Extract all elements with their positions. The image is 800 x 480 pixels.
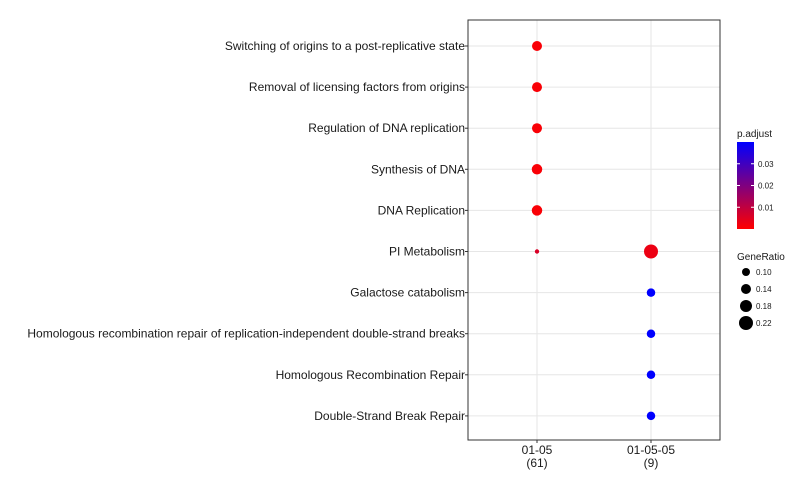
p-adjust-legend: p.adjust 0.03 0.02 0.01 [737,129,774,229]
y-axis-label: Galactose catabolism [350,286,465,300]
data-point [646,329,656,338]
data-point [532,41,542,51]
y-axis-label: Double-Strand Break Repair [314,409,465,423]
legend-title: GeneRatio [737,252,785,263]
gene-ratio-legend: GeneRatio 0.10 0.14 0.18 0.22 [737,252,785,330]
y-axis-label: Removal of licensing factors from origin… [249,80,465,94]
size-legend-dot [742,268,750,276]
legend-tick-label: 0.01 [758,203,774,212]
color-scale-bar [737,142,754,229]
data-point [534,249,540,254]
legend-tick-label: 0.18 [756,302,772,311]
y-axis-label: Synthesis of DNA [371,162,465,176]
data-point [644,244,658,259]
y-axis-label: Homologous Recombination Repair [276,368,465,382]
x-axis-count-label: (61) [526,456,547,470]
data-points [531,41,658,421]
x-axis-labels: 01-05(61) 01-05-05(9) [522,440,675,470]
size-legend-dot [739,316,753,330]
data-point [532,82,542,93]
data-point [646,411,656,421]
y-axis-label: PI Metabolism [389,245,465,259]
y-axis-label: Homologous recombination repair of repli… [27,327,465,341]
y-axis-label: Switching of origins to a post-replicati… [225,39,465,53]
plot-panel-border [467,19,721,441]
data-point [646,288,656,297]
legend-tick-label: 0.22 [756,319,772,328]
x-axis-count-label: (9) [644,456,659,470]
legend-title: p.adjust [737,129,772,140]
x-axis-label: 01-05-05 [627,443,675,457]
y-axis-label: Regulation of DNA replication [308,121,465,135]
size-legend-dot [741,284,751,294]
data-point [531,205,543,216]
legend-tick-label: 0.10 [756,268,772,277]
y-axis-label: DNA Replication [378,203,465,217]
data-point [646,370,656,380]
data-point [531,164,543,175]
legend-tick-label: 0.03 [758,160,774,169]
size-legend-dot [740,300,752,312]
y-axis-labels: Switching of origins to a post-replicati… [27,39,468,423]
x-axis-label: 01-05 [522,443,553,457]
data-point [532,123,542,134]
grid-lines [468,20,720,440]
legend-tick-label: 0.14 [756,285,772,294]
legend-tick-label: 0.02 [758,182,774,191]
